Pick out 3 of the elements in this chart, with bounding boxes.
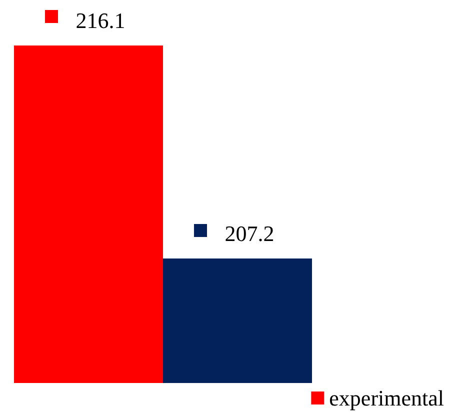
- data-label: 216.1: [76, 8, 126, 33]
- legend-label: experimental: [329, 386, 444, 410]
- data-label: 207.2: [224, 221, 274, 246]
